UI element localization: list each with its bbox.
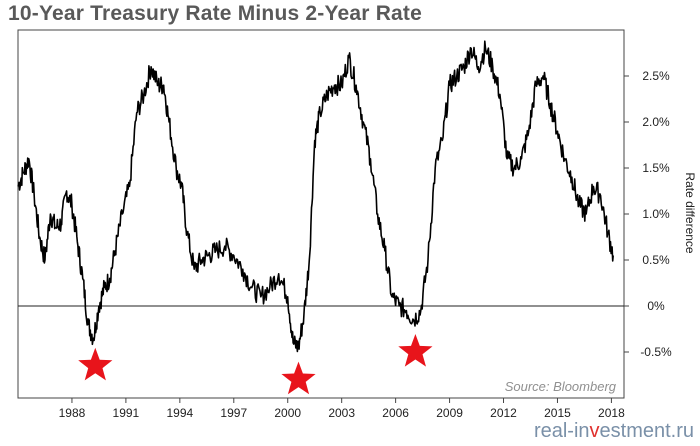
- y-tick-label: 1.0%: [642, 207, 670, 221]
- star-marker-0: [78, 347, 113, 381]
- y-tick-label: 0.5%: [642, 253, 670, 267]
- y-axis-label: Rate difference: [683, 172, 697, 253]
- x-tick-label: 2015: [544, 406, 571, 420]
- watermark-accent: v: [589, 420, 600, 442]
- x-tick-label: 1991: [113, 406, 140, 420]
- watermark: real-investment.ru: [534, 420, 694, 443]
- y-tick-label: -0.5%: [640, 345, 672, 359]
- x-tick-label: 2006: [382, 406, 409, 420]
- x-tick-label: 2000: [274, 406, 301, 420]
- y-tick-label: 1.5%: [642, 161, 670, 175]
- star-marker-1: [281, 361, 316, 395]
- chart-title: 10-Year Treasury Rate Minus 2-Year Rate: [8, 2, 423, 25]
- source-label: Source: Bloomberg: [505, 379, 617, 394]
- x-tick-label: 1997: [220, 406, 247, 420]
- watermark-prefix: real-in: [533, 420, 590, 442]
- x-tick-label: 2009: [436, 406, 463, 420]
- plot-frame: [17, 29, 625, 399]
- x-tick-label: 1988: [59, 406, 86, 420]
- x-tick-label: 1994: [166, 406, 193, 420]
- series-line-0: [17, 40, 614, 353]
- y-tick-label: 2.5%: [642, 69, 670, 83]
- y-tick-label: 2.0%: [642, 115, 670, 129]
- star-marker-2: [398, 334, 433, 367]
- x-tick-label: 2003: [328, 406, 355, 420]
- watermark-suffix: estment.ru: [599, 420, 694, 442]
- x-tick-label: 2018: [598, 406, 625, 420]
- x-tick-label: 2012: [490, 406, 517, 420]
- y-tick-label: 0%: [647, 299, 665, 313]
